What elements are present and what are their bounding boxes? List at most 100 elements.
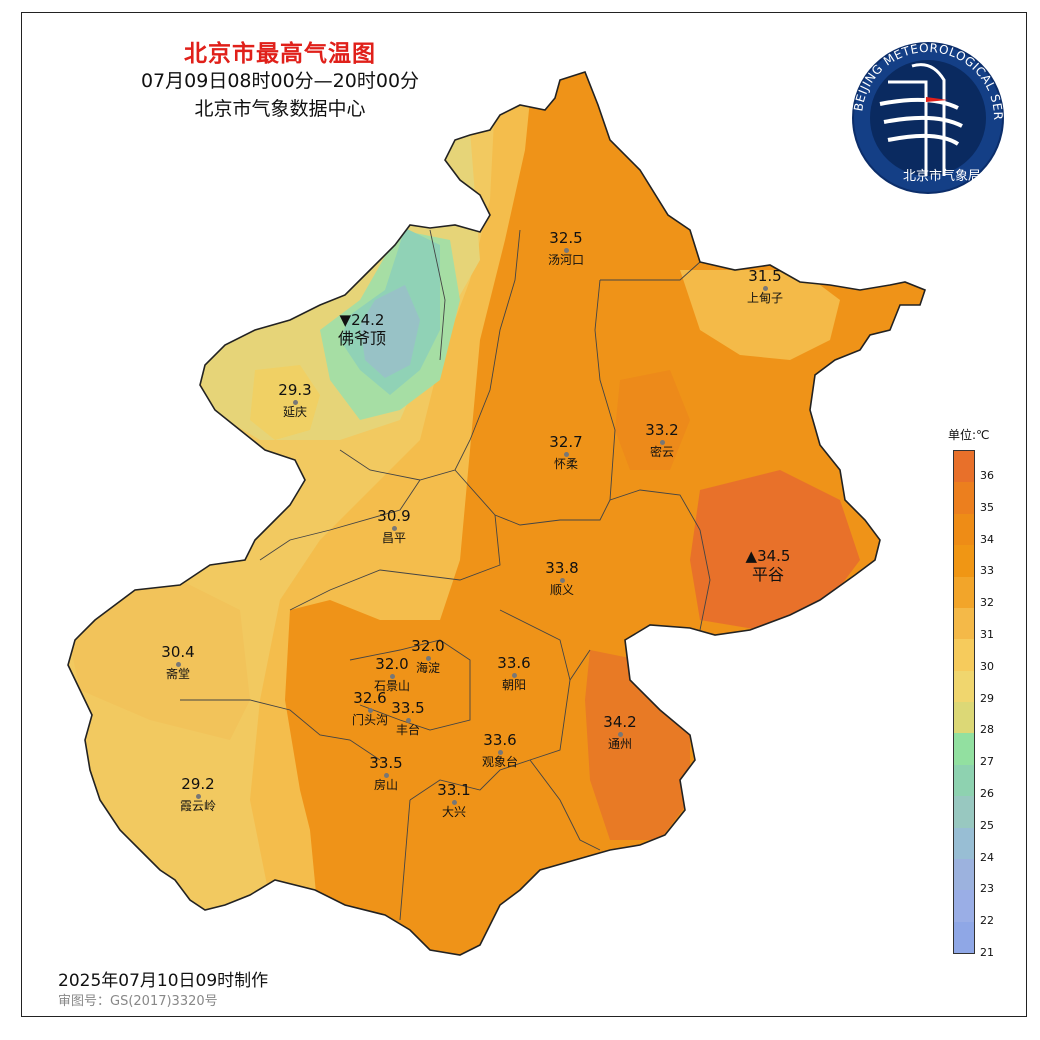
legend-color-cell	[954, 702, 974, 734]
legend-color-cell	[954, 796, 974, 828]
station-4: 29.3 延庆	[250, 382, 340, 420]
legend-tick-label: 28	[980, 723, 994, 737]
legend-colorbar	[953, 450, 975, 954]
station-dot	[617, 732, 623, 737]
station-13: 33.6 朝阳	[469, 654, 559, 693]
station-9: 33.8 顺义	[517, 560, 607, 598]
station-name: 汤河口	[547, 253, 584, 267]
station-15: 33.5 丰台	[363, 699, 453, 738]
station-10: 30.4 斋堂	[133, 643, 223, 682]
legend-color-cell	[954, 827, 974, 859]
station-name: 昌平	[381, 531, 406, 545]
station-name: 门头沟	[351, 713, 388, 727]
station-name: 霞云岭	[179, 799, 216, 813]
station-3: ▼24.2 佛爷顶	[317, 312, 407, 349]
station-dot	[659, 440, 665, 445]
station-name: 佛爷顶	[337, 329, 386, 348]
legend-color-cell	[954, 890, 974, 922]
station-name: 延庆	[282, 405, 307, 419]
station-name: 上甸子	[746, 291, 783, 305]
map-period: 07月09日08时00分—20时00分	[140, 70, 420, 92]
station-12: 32.0 石景山	[347, 655, 437, 694]
station-name: 石景山	[373, 679, 410, 693]
station-value: 33.1	[437, 781, 471, 799]
station-11: 32.0 海淀	[383, 637, 473, 676]
station-dot	[425, 656, 431, 661]
station-1: 32.5 汤河口	[521, 229, 611, 268]
station-dot	[563, 452, 569, 457]
map-title: 北京市最高气温图	[184, 41, 376, 67]
station-5: 32.7 怀柔	[521, 433, 611, 472]
legend-tick-label: 35	[980, 500, 994, 514]
legend-tick-label: 25	[980, 818, 994, 832]
station-name: 密云	[649, 445, 674, 459]
station-19: 33.1 大兴	[409, 781, 499, 820]
station-value: 29.2	[181, 775, 215, 793]
station-value: 32.0	[375, 655, 409, 673]
legend-tick-label: 33	[980, 564, 994, 578]
legend-tick-label: 34	[980, 532, 994, 546]
legend-color-cell	[954, 670, 974, 702]
station-name: 怀柔	[553, 457, 578, 471]
station-name: 平谷	[751, 565, 784, 584]
legend-tick-label: 27	[980, 755, 994, 769]
station-name: 海淀	[415, 661, 440, 675]
station-dot	[367, 708, 373, 713]
legend-color-cell	[954, 733, 974, 765]
station-value: ▼24.2	[339, 311, 385, 329]
map-frame	[21, 12, 1027, 1017]
legend-tick-label: 32	[980, 596, 994, 610]
station-value: 32.7	[549, 433, 583, 451]
station-value: 30.9	[377, 507, 411, 525]
station-20: 29.2 霞云岭	[153, 775, 243, 814]
station-dot	[405, 718, 411, 723]
station-name: 大兴	[441, 805, 466, 819]
station-value: 33.5	[369, 754, 403, 772]
production-date: 2025年07月10日09时制作	[58, 971, 269, 991]
legend-tick-label: 21	[980, 946, 994, 959]
legend-tick-label: 29	[980, 691, 994, 705]
station-value: ▲34.5	[745, 547, 791, 565]
station-dot	[383, 773, 389, 778]
station-dot	[292, 400, 298, 405]
station-value: 34.2	[603, 713, 637, 731]
station-name: 通州	[607, 737, 632, 751]
beijing-meteorological-logo	[852, 42, 1004, 194]
station-dot	[511, 673, 517, 678]
station-value: 32.0	[411, 637, 445, 655]
station-value: 32.5	[549, 229, 583, 247]
station-name: 顺义	[549, 583, 574, 597]
legend-tick-label: 36	[980, 469, 994, 482]
map-review-number: 审图号：GS(2017)3320号	[58, 994, 218, 1009]
legend-color-cell	[954, 639, 974, 671]
station-name: 斋堂	[165, 667, 190, 681]
legend-color-cell	[954, 545, 974, 577]
map-source: 北京市气象数据中心	[194, 98, 366, 120]
station-value: 32.6	[353, 689, 387, 707]
station-value: 33.6	[483, 731, 517, 749]
station-7: 30.9 昌平	[349, 507, 439, 546]
legend-color-cell	[954, 576, 974, 608]
station-14: 32.6 门头沟	[325, 689, 415, 728]
legend-tick-label: 22	[980, 914, 994, 928]
station-16: 34.2 通州	[575, 713, 665, 752]
station-dot	[497, 750, 503, 755]
station-name: 丰台	[395, 723, 420, 737]
legend-unit: 单位:℃	[948, 428, 990, 442]
station-value: 33.5	[391, 699, 425, 717]
legend-tick-label: 23	[980, 882, 994, 896]
station-dot	[389, 674, 395, 679]
legend-color-cell	[954, 921, 974, 953]
legend-color-cell	[954, 607, 974, 640]
legend-color-cell	[954, 482, 974, 514]
legend-color-cell	[954, 451, 974, 483]
district-boundaries	[180, 229, 711, 921]
station-value: 33.6	[497, 654, 531, 672]
station-name: 朝阳	[501, 678, 526, 692]
station-8: ▲34.5 平谷	[723, 548, 813, 585]
legend-color-cell	[954, 858, 974, 891]
station-value: 30.4	[161, 643, 195, 661]
station-dot	[391, 526, 397, 531]
legend-tick-label: 24	[980, 850, 994, 864]
